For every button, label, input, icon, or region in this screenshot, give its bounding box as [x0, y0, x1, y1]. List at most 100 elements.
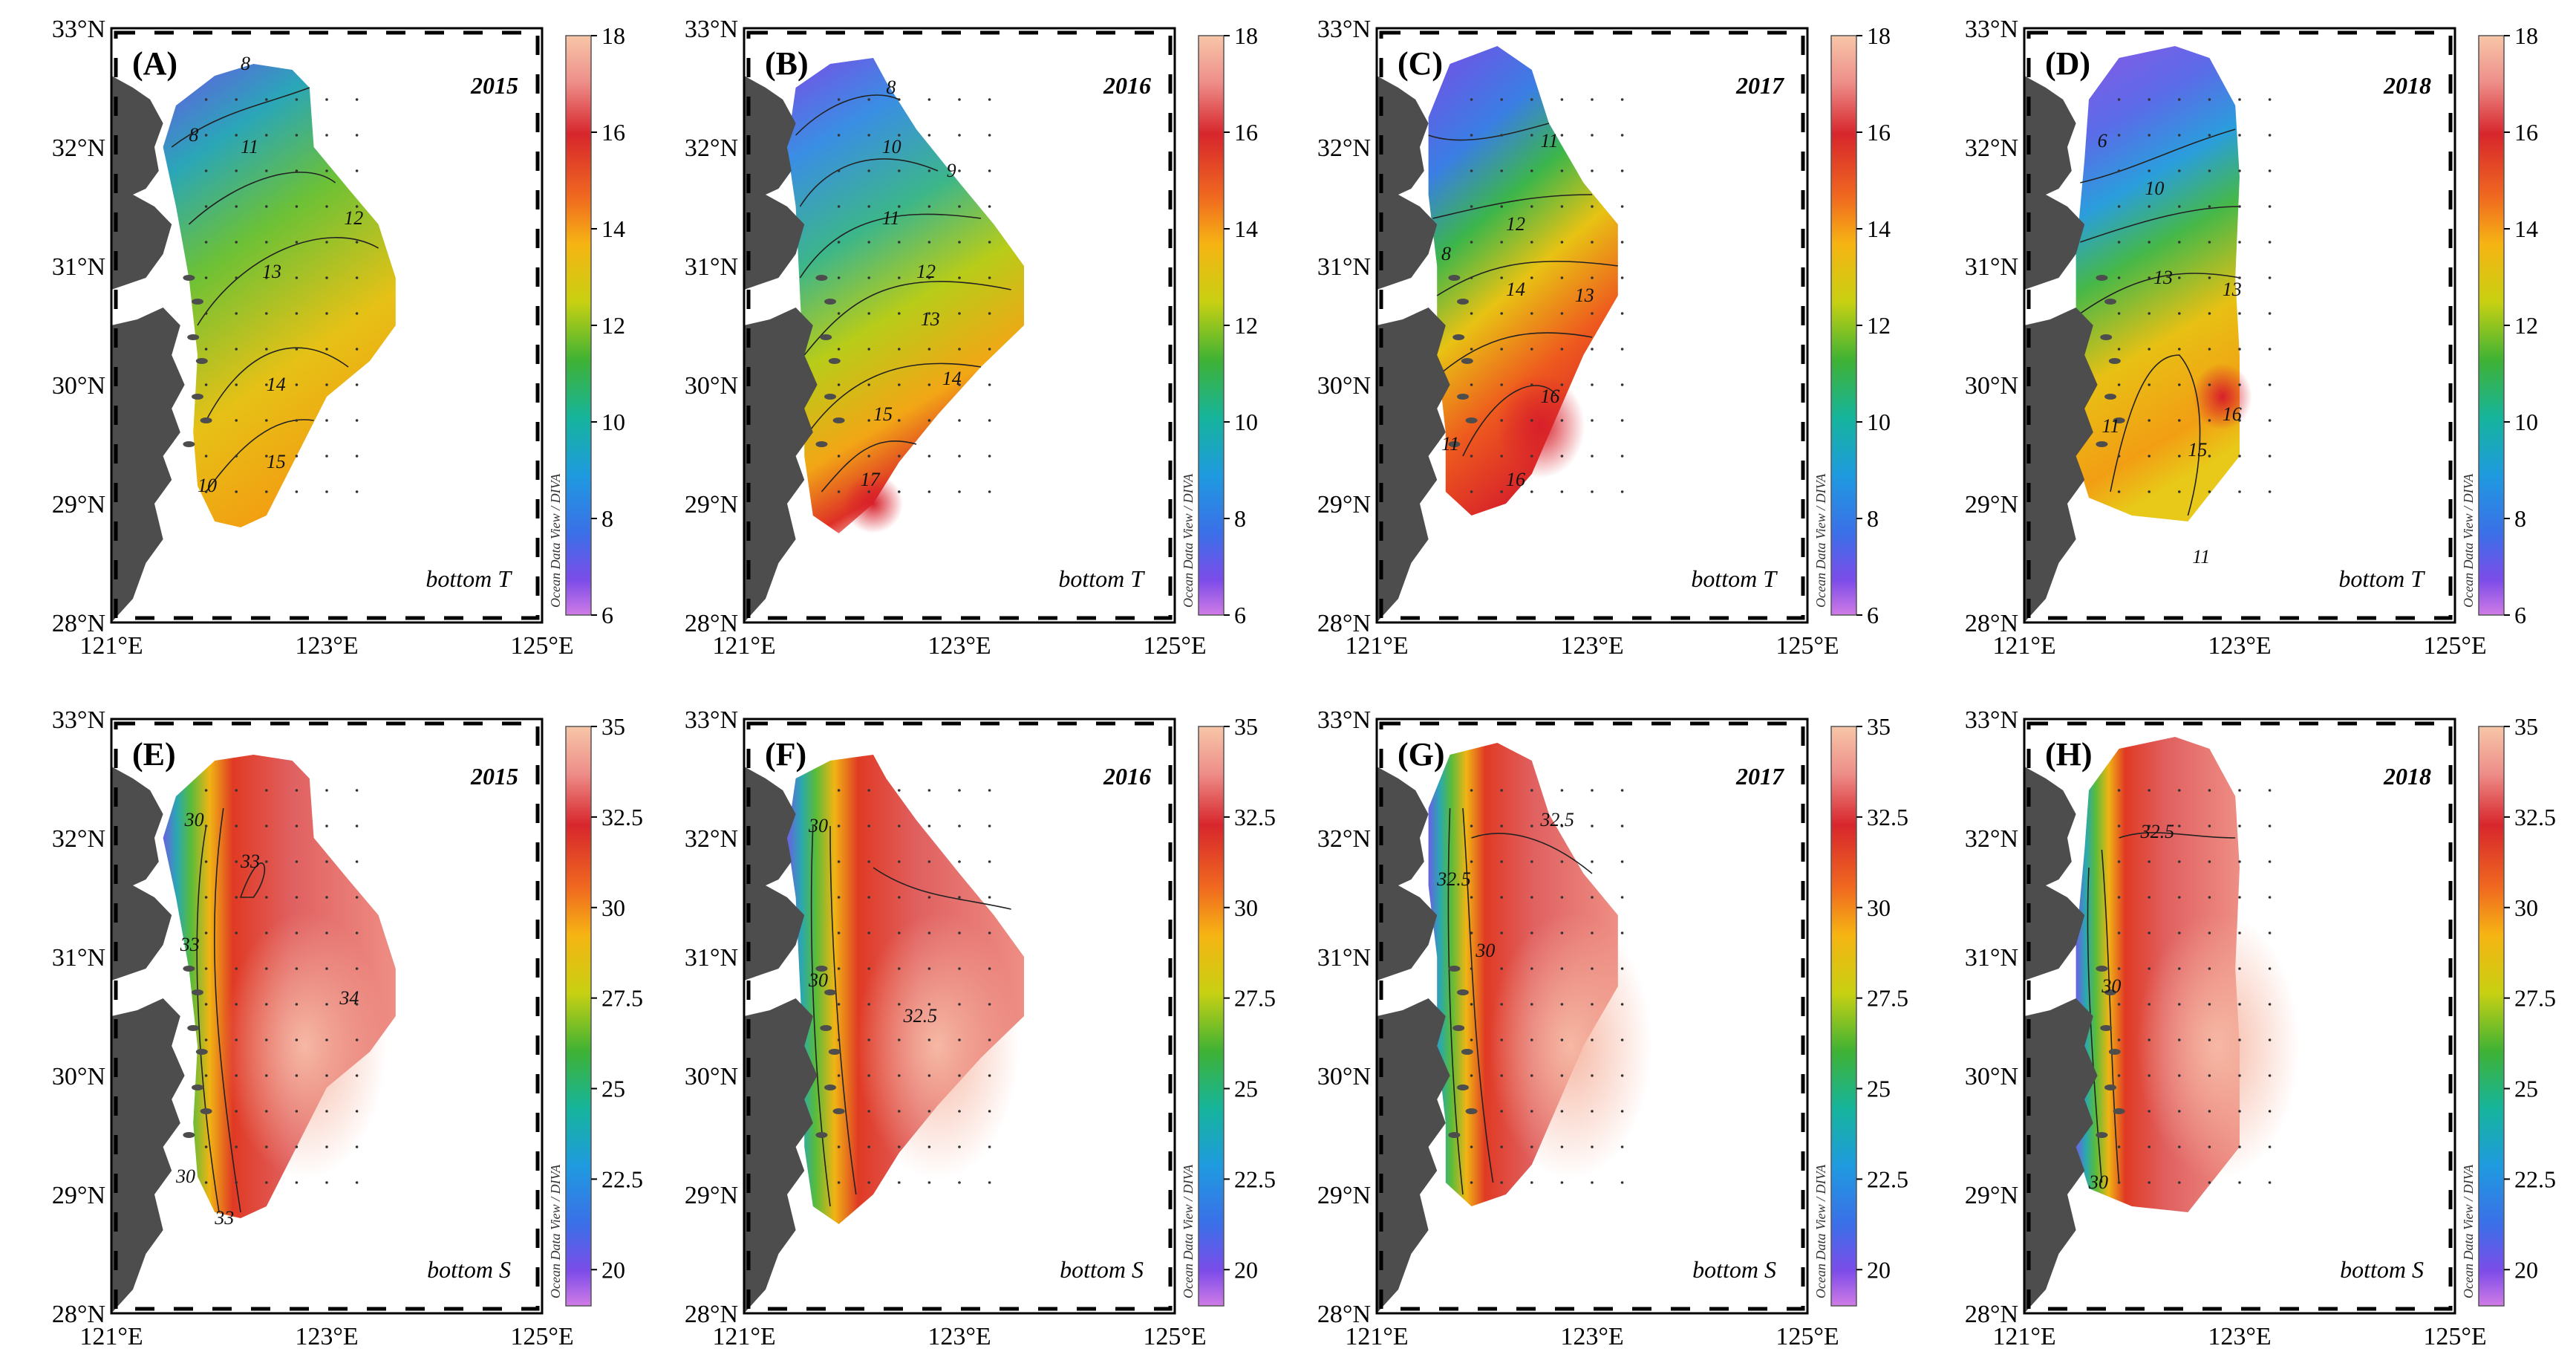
station-dot [2148, 98, 2151, 101]
station-dot [1470, 789, 1473, 792]
station-dot [2208, 312, 2211, 315]
panel-year: 2018 [2383, 72, 2431, 99]
panel-letter: (G) [1398, 736, 1445, 773]
panel-year: 2018 [2383, 763, 2431, 790]
lat-tick-label: 31°N [1965, 253, 2018, 281]
station-dot [1560, 825, 1564, 827]
station-dot [355, 825, 359, 827]
station-dot [898, 1145, 901, 1148]
station-dot [988, 312, 991, 315]
map-frame-ticks [114, 30, 540, 620]
station-dot [1470, 312, 1473, 315]
contour-label: 13 [2153, 267, 2173, 288]
station-dot [295, 276, 299, 279]
station-dot [1591, 348, 1594, 351]
lat-tick-label: 30°N [1317, 1063, 1371, 1090]
station-dot [1500, 98, 1503, 101]
station-dot [2178, 455, 2181, 458]
station-dot [1470, 98, 1473, 101]
station-dot [1560, 860, 1564, 863]
station-dot [1560, 455, 1564, 458]
station-dot [2178, 1038, 2181, 1041]
colorbar-credit: Ocean Data View / DIVA [548, 473, 563, 608]
map-frame [743, 27, 1176, 624]
contour-label: 10 [882, 136, 901, 157]
station-dot [1591, 383, 1594, 386]
station-dot [867, 967, 870, 970]
contour-line [873, 867, 1011, 910]
station-dot [1500, 789, 1503, 792]
station-dot [1591, 276, 1594, 279]
station-dot [235, 383, 238, 386]
station-dot [2268, 931, 2272, 934]
station-dot [1560, 1074, 1564, 1077]
lat-tick-label: 33°N [52, 706, 105, 734]
station-dot [2238, 1003, 2241, 1006]
station-dot [867, 789, 870, 792]
colorbar-label: 6 [1867, 602, 1879, 628]
station-dot [355, 419, 359, 422]
station-dot [2208, 896, 2211, 899]
station-dot [867, 205, 870, 208]
island [1448, 1132, 1461, 1138]
station-dot [2268, 789, 2272, 792]
station-dot [235, 1110, 238, 1113]
colorbar-label: 22.5 [2514, 1165, 2556, 1192]
station-dot [898, 896, 901, 899]
colorbar-ramp [1198, 35, 1225, 616]
station-dot [295, 98, 299, 101]
station-dot [1591, 1074, 1594, 1077]
station-dot [867, 98, 870, 101]
colorbar-label: 30 [601, 894, 625, 921]
lat-tick-label: 30°N [1965, 372, 2018, 400]
station-dot [265, 931, 268, 934]
station-dot [927, 312, 931, 315]
island [1461, 1049, 1473, 1055]
station-dot [927, 967, 931, 970]
station-dot [355, 348, 359, 351]
island [2104, 299, 2116, 305]
station-dot [2208, 931, 2211, 934]
station-dot [204, 134, 208, 137]
station-dot [2148, 1145, 2151, 1148]
station-dot [837, 1181, 841, 1184]
island [820, 334, 832, 340]
island [832, 1108, 845, 1114]
land-south [744, 308, 818, 622]
station-dot [2178, 1181, 2181, 1184]
lat-tick-label: 33°N [1965, 16, 2018, 43]
station-dot [988, 1181, 991, 1184]
lat-tick-label: 32°N [1317, 134, 1371, 162]
panel-variable: bottom S [1692, 1256, 1776, 1283]
station-dot [2148, 276, 2151, 279]
station-dot [2208, 383, 2211, 386]
land-north [1377, 76, 1438, 290]
colorbar-label: 8 [1234, 505, 1246, 532]
contour-line [2110, 354, 2201, 516]
station-dot [898, 967, 901, 970]
lat-tick-label: 29°N [52, 491, 105, 518]
station-dot [325, 419, 328, 422]
data-field [1428, 46, 1618, 516]
station-dot [1530, 860, 1533, 863]
contour-label: 15 [2188, 439, 2207, 461]
colorbar-label: 12 [601, 312, 625, 339]
station-dot [1560, 1038, 1564, 1041]
colorbar-label: 10 [601, 409, 625, 435]
map-frame [743, 718, 1176, 1315]
colorbar-label: 20 [2514, 1256, 2538, 1283]
station-dot [204, 967, 208, 970]
station-dot [1560, 169, 1564, 172]
station-dot [2238, 98, 2241, 101]
station-dot [988, 789, 991, 792]
lat-tick-label: 28°N [52, 1301, 105, 1328]
station-dot [265, 490, 268, 493]
island [187, 334, 200, 340]
station-dot [235, 134, 238, 137]
station-dot [867, 455, 870, 458]
panel-letter: (A) [132, 45, 177, 82]
station-dot [2178, 490, 2181, 493]
contour-label: 33 [180, 934, 200, 955]
island [2096, 1132, 2108, 1138]
map-frame-ticks [746, 721, 1173, 1311]
